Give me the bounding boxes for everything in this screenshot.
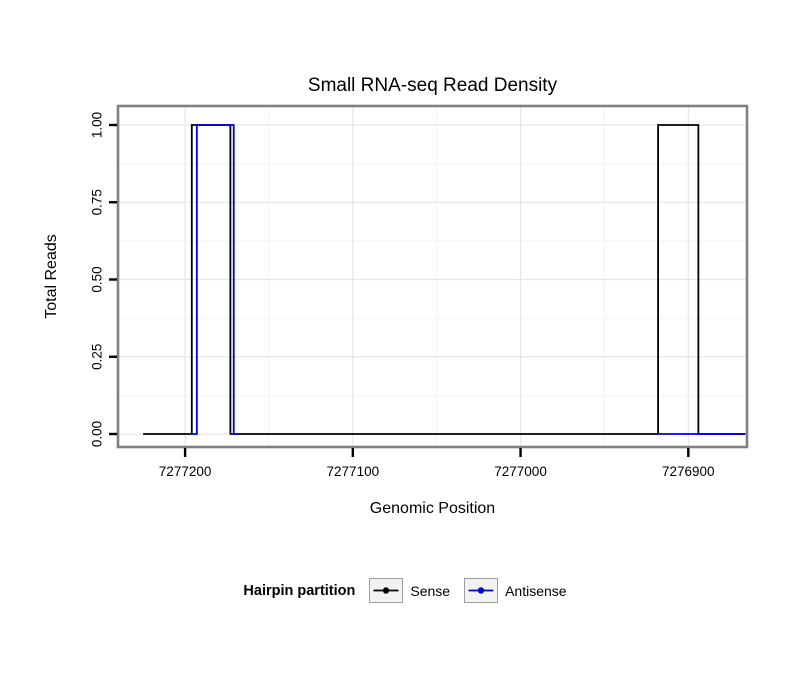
svg-text:7277100: 7277100 [327, 464, 380, 479]
svg-text:7276900: 7276900 [662, 464, 715, 479]
antisense-key-icon [464, 578, 499, 603]
svg-text:0.00: 0.00 [90, 421, 105, 447]
svg-text:0.25: 0.25 [90, 344, 105, 370]
svg-text:Small RNA-seq Read Density: Small RNA-seq Read Density [308, 75, 558, 96]
svg-text:1.00: 1.00 [90, 112, 105, 138]
read-density-chart: 7277200 7277100 7277000 7276900 0.00 0.25 0.50… [43, 75, 749, 517]
sense-key-icon [369, 578, 404, 603]
legend-label-antisense: Antisense [505, 582, 567, 599]
svg-text:7277200: 7277200 [159, 464, 212, 479]
chart-legend: Hairpin partition Sense Antisense [0, 578, 810, 603]
legend-item-sense: Sense [369, 578, 450, 603]
svg-text:0.50: 0.50 [90, 266, 105, 292]
svg-text:Total Reads: Total Reads [43, 234, 60, 319]
svg-text:Genomic Position: Genomic Position [370, 500, 495, 517]
legend-label-sense: Sense [410, 582, 451, 599]
svg-text:0.75: 0.75 [90, 189, 105, 215]
svg-text:7277000: 7277000 [494, 464, 547, 479]
legend-item-antisense: Antisense [464, 578, 567, 603]
legend-title: Hairpin partition [243, 582, 356, 599]
